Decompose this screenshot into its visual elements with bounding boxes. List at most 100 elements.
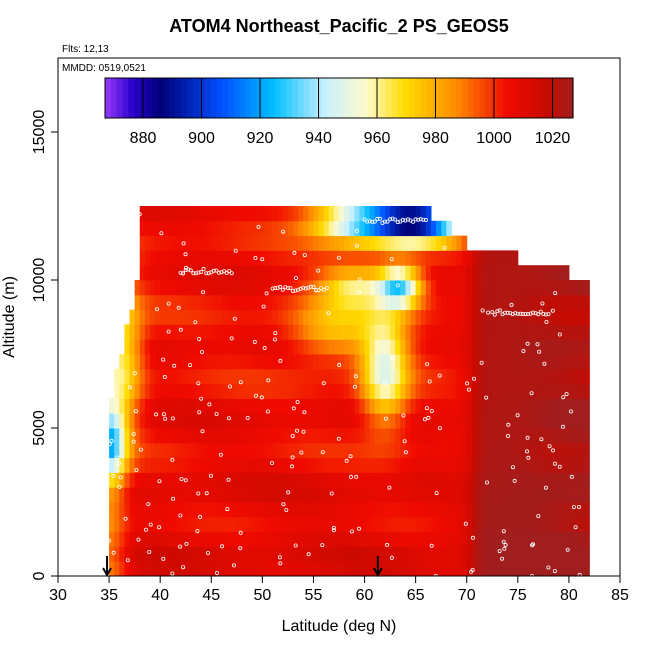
heatmap-cell bbox=[170, 398, 177, 414]
heatmap-cell bbox=[420, 354, 427, 370]
heatmap-cell bbox=[451, 354, 458, 370]
heatmap-cell bbox=[247, 280, 253, 296]
sample-point bbox=[357, 277, 362, 282]
heatmap-cell bbox=[538, 546, 544, 562]
heatmap-cell bbox=[139, 546, 146, 562]
sample-point bbox=[294, 428, 299, 433]
heatmap-cell bbox=[226, 561, 233, 576]
heatmap-cell bbox=[344, 206, 350, 222]
heatmap-cell bbox=[441, 457, 447, 473]
x-tick-label: 65 bbox=[407, 587, 425, 604]
heatmap-cell bbox=[190, 472, 197, 488]
heatmap-cell bbox=[425, 206, 432, 222]
heatmap-cell bbox=[364, 413, 371, 429]
heatmap-cell bbox=[390, 220, 396, 237]
sample-point bbox=[280, 287, 285, 292]
heatmap-cell bbox=[487, 428, 493, 444]
heatmap-cell bbox=[359, 309, 366, 325]
sample-point bbox=[277, 555, 282, 560]
colorbar-segment bbox=[163, 78, 170, 118]
heatmap-cell bbox=[139, 398, 146, 414]
heatmap-cell bbox=[466, 531, 473, 547]
heatmap-cell bbox=[221, 339, 228, 355]
heatmap-cell bbox=[298, 309, 304, 325]
profile-arrow-head bbox=[102, 567, 112, 578]
heatmap-cell bbox=[328, 502, 335, 518]
heatmap-cell bbox=[134, 487, 141, 503]
heatmap-cell bbox=[548, 398, 555, 414]
colorbar-segment bbox=[298, 78, 305, 118]
heatmap-cell bbox=[517, 398, 524, 414]
heatmap-cell bbox=[109, 561, 115, 576]
heatmap-cell bbox=[180, 250, 187, 266]
heatmap-cell bbox=[339, 398, 345, 414]
heatmap-cell bbox=[134, 546, 141, 562]
heatmap-cell bbox=[211, 472, 217, 488]
heatmap-cell bbox=[190, 294, 197, 311]
heatmap-cell bbox=[185, 294, 192, 311]
heatmap-cell bbox=[262, 546, 268, 562]
heatmap-cell bbox=[185, 206, 192, 222]
x-axis: 30 35 40 45 50 55 60 65 70 75 80 85 bbox=[49, 576, 629, 604]
heatmap-cell bbox=[461, 457, 468, 473]
heatmap-cell bbox=[482, 546, 488, 562]
heatmap-cell bbox=[124, 442, 131, 459]
heatmap-cell bbox=[134, 413, 141, 429]
heatmap-cell bbox=[236, 546, 243, 562]
heatmap-cell bbox=[206, 309, 212, 325]
sample-point bbox=[157, 525, 162, 530]
heatmap-cell bbox=[293, 339, 299, 355]
sample-point bbox=[422, 417, 427, 422]
heatmap-cell bbox=[247, 220, 253, 237]
heatmap-cell bbox=[415, 309, 422, 325]
heatmap-cell bbox=[211, 487, 217, 503]
heatmap-cell bbox=[456, 235, 463, 251]
heatmap-cell bbox=[553, 516, 560, 533]
heatmap-cell bbox=[425, 472, 432, 488]
heatmap-cell bbox=[134, 428, 141, 444]
heatmap-cell bbox=[436, 368, 442, 385]
heatmap-cell bbox=[384, 546, 391, 562]
heatmap-cell bbox=[405, 206, 412, 222]
heatmap-cell bbox=[430, 324, 437, 340]
heatmap-cell bbox=[241, 472, 248, 488]
heatmap-cell bbox=[303, 428, 309, 444]
heatmap-cell bbox=[476, 546, 483, 562]
sample-point bbox=[278, 284, 283, 289]
sample-point bbox=[197, 410, 202, 415]
heatmap-cell bbox=[155, 383, 161, 399]
sample-point bbox=[505, 310, 510, 315]
heatmap-cell bbox=[313, 309, 320, 325]
colorbar-tick-label: 900 bbox=[188, 130, 215, 147]
heatmap-cell bbox=[451, 561, 458, 576]
heatmap-cell bbox=[303, 250, 309, 266]
heatmap-cell bbox=[318, 339, 325, 355]
heatmap-cell bbox=[185, 413, 192, 429]
sample-point bbox=[348, 454, 353, 459]
heatmap-cell bbox=[252, 398, 258, 414]
heatmap-cell bbox=[318, 354, 325, 370]
heatmap-cell bbox=[430, 383, 437, 399]
heatmap-cell bbox=[446, 546, 452, 562]
heatmap-cell bbox=[277, 428, 284, 444]
heatmap-cell bbox=[267, 472, 274, 488]
sample-point bbox=[115, 455, 120, 460]
heatmap-cell bbox=[139, 502, 146, 518]
heatmap-cell bbox=[364, 487, 371, 503]
sample-point bbox=[111, 550, 116, 555]
heatmap-cell bbox=[482, 324, 488, 340]
heatmap-cell bbox=[109, 487, 115, 503]
heatmap-cell bbox=[415, 472, 422, 488]
heatmap-cell bbox=[436, 354, 442, 370]
colorbar-segment bbox=[567, 78, 574, 118]
heatmap-cell bbox=[349, 220, 355, 237]
heatmap-cell bbox=[155, 265, 161, 281]
heatmap-cell bbox=[241, 428, 248, 444]
heatmap-cell bbox=[155, 442, 161, 459]
heatmap-cell bbox=[538, 502, 544, 518]
heatmap-cell bbox=[129, 354, 136, 370]
heatmap-cell bbox=[160, 442, 166, 459]
heatmap-cell bbox=[257, 531, 263, 547]
heatmap-cell bbox=[543, 324, 549, 340]
colorbar-segment bbox=[356, 78, 363, 118]
